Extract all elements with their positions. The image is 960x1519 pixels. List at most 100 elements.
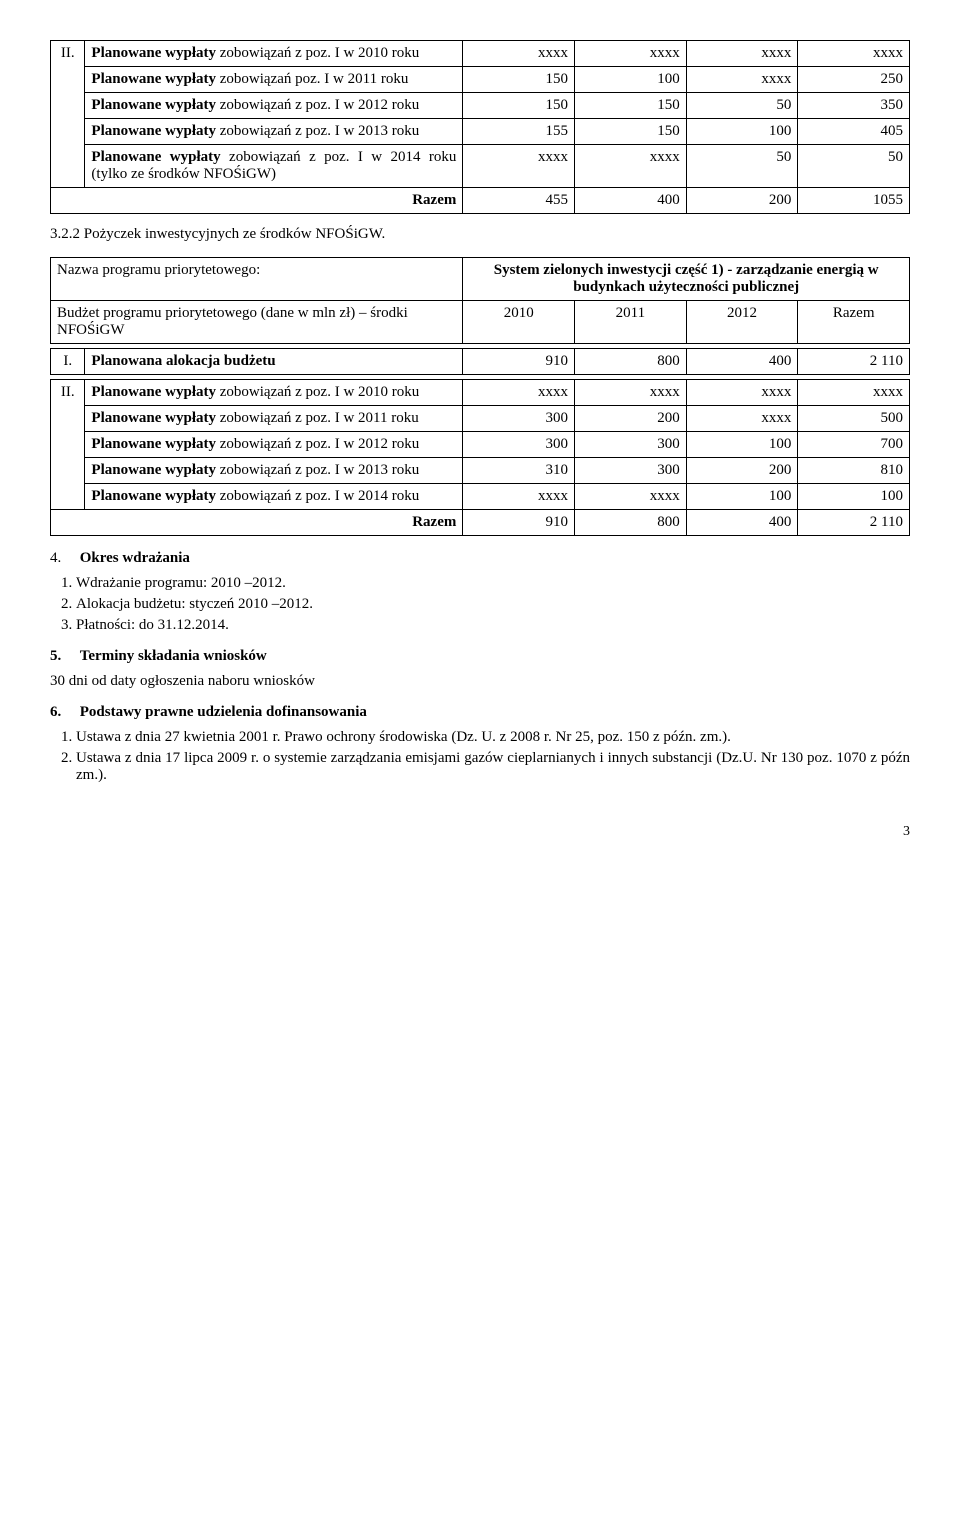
cell: 150 bbox=[575, 119, 687, 145]
cell: xxxx bbox=[686, 41, 798, 67]
cell: 50 bbox=[798, 145, 910, 188]
budget-label: Budżet programu priorytetowego (dane w m… bbox=[51, 301, 463, 344]
cell: 50 bbox=[686, 93, 798, 119]
cell: xxxx bbox=[575, 145, 687, 188]
cell: 910 bbox=[463, 510, 575, 536]
cell: 2 110 bbox=[798, 349, 910, 375]
cell: 910 bbox=[463, 349, 575, 375]
row-label: Planowane wypłaty zobowiązań z poz. I w … bbox=[85, 145, 463, 188]
cell: 150 bbox=[463, 67, 575, 93]
cell: 800 bbox=[575, 349, 687, 375]
table-row-total: Razem 455 400 200 1055 bbox=[51, 188, 910, 214]
cell: 155 bbox=[463, 119, 575, 145]
section-4-heading: 4. Okres wdrażania bbox=[50, 550, 910, 567]
row-label: Planowane wypłaty zobowiązań z poz. I w … bbox=[85, 380, 463, 406]
table-row: Planowane wypłaty zobowiązań z poz. I w … bbox=[51, 145, 910, 188]
row-label: Planowana alokacja budżetu bbox=[85, 349, 463, 375]
table-row: II. Planowane wypłaty zobowiązań z poz. … bbox=[51, 380, 910, 406]
col-header: 2010 bbox=[463, 301, 575, 344]
cell: 350 bbox=[798, 93, 910, 119]
list-item: Ustawa z dnia 17 lipca 2009 r. o systemi… bbox=[76, 750, 910, 784]
total-label: Razem bbox=[85, 510, 463, 536]
cell: xxxx bbox=[686, 67, 798, 93]
row-label: Planowane wypłaty zobowiązań z poz. I w … bbox=[85, 406, 463, 432]
table-row: Planowane wypłaty zobowiązań poz. I w 20… bbox=[51, 67, 910, 93]
cell: 700 bbox=[798, 432, 910, 458]
col-header: 2011 bbox=[575, 301, 687, 344]
cell: xxxx bbox=[575, 41, 687, 67]
program-name-value: System zielonych inwestycji część 1) - z… bbox=[463, 258, 910, 301]
section-6-heading: 6. Podstawy prawne udzielenia dofinansow… bbox=[50, 704, 910, 721]
total-label: Razem bbox=[85, 188, 463, 214]
row-label: Planowane wypłaty zobowiązań z poz. I w … bbox=[85, 432, 463, 458]
table-row: Planowane wypłaty zobowiązań z poz. I w … bbox=[51, 406, 910, 432]
col-header: Razem bbox=[798, 301, 910, 344]
section-label: II. bbox=[51, 41, 85, 188]
cell: xxxx bbox=[575, 484, 687, 510]
table-row: I. Planowana alokacja budżetu 910 800 40… bbox=[51, 349, 910, 375]
table-row: Planowane wypłaty zobowiązań z poz. I w … bbox=[51, 119, 910, 145]
cell: 2 110 bbox=[798, 510, 910, 536]
cell: 250 bbox=[798, 67, 910, 93]
cell: 810 bbox=[798, 458, 910, 484]
row-label: Planowane wypłaty zobowiązań z poz. I w … bbox=[85, 41, 463, 67]
cell: 400 bbox=[575, 188, 687, 214]
cell: 100 bbox=[575, 67, 687, 93]
table-row: Planowane wypłaty zobowiązań z poz. I w … bbox=[51, 458, 910, 484]
row-label: Planowane wypłaty zobowiązań z poz. I w … bbox=[85, 93, 463, 119]
list-item: Wdrażanie programu: 2010 –2012. bbox=[76, 575, 910, 592]
cell: 455 bbox=[463, 188, 575, 214]
cell: 310 bbox=[463, 458, 575, 484]
table-row: Planowane wypłaty zobowiązań z poz. I w … bbox=[51, 432, 910, 458]
cell: 200 bbox=[575, 406, 687, 432]
cell: 50 bbox=[686, 145, 798, 188]
section-label: I. bbox=[51, 349, 85, 375]
cell: 150 bbox=[575, 93, 687, 119]
col-header: 2012 bbox=[686, 301, 798, 344]
section-label: II. bbox=[51, 380, 85, 510]
section-6-list: Ustawa z dnia 27 kwietnia 2001 r. Prawo … bbox=[50, 729, 910, 784]
cell: xxxx bbox=[686, 406, 798, 432]
cell: xxxx bbox=[463, 380, 575, 406]
table-row: II. Planowane wypłaty zobowiązań z poz. … bbox=[51, 41, 910, 67]
row-label: Planowane wypłaty zobowiązań poz. I w 20… bbox=[85, 67, 463, 93]
cell: 150 bbox=[463, 93, 575, 119]
cell: 500 bbox=[798, 406, 910, 432]
row-label: Planowane wypłaty zobowiązań z poz. I w … bbox=[85, 119, 463, 145]
cell: 405 bbox=[798, 119, 910, 145]
section-4-list: Wdrażanie programu: 2010 –2012. Alokacja… bbox=[50, 575, 910, 634]
table-row: Planowane wypłaty zobowiązań z poz. I w … bbox=[51, 484, 910, 510]
section-5-heading: 5. Terminy składania wniosków bbox=[50, 648, 910, 665]
row-label: Planowane wypłaty zobowiązań z poz. I w … bbox=[85, 458, 463, 484]
cell: xxxx bbox=[575, 380, 687, 406]
table-payments-1: II. Planowane wypłaty zobowiązań z poz. … bbox=[50, 40, 910, 214]
cell: 1055 bbox=[798, 188, 910, 214]
cell: xxxx bbox=[686, 380, 798, 406]
cell: xxxx bbox=[463, 145, 575, 188]
cell: 100 bbox=[686, 119, 798, 145]
cell: xxxx bbox=[798, 380, 910, 406]
cell: xxxx bbox=[463, 41, 575, 67]
cell: 300 bbox=[575, 432, 687, 458]
table-row: Planowane wypłaty zobowiązań z poz. I w … bbox=[51, 93, 910, 119]
table-row: Budżet programu priorytetowego (dane w m… bbox=[51, 301, 910, 344]
subheading-322: 3.2.2 Pożyczek inwestycyjnych ze środków… bbox=[50, 226, 910, 243]
cell: 300 bbox=[463, 406, 575, 432]
list-item: Alokacja budżetu: styczeń 2010 –2012. bbox=[76, 596, 910, 613]
section-5-body: 30 dni od daty ogłoszenia naboru wnioskó… bbox=[50, 673, 910, 690]
table-program-header: Nazwa programu priorytetowego: System zi… bbox=[50, 257, 910, 536]
list-item: Ustawa z dnia 27 kwietnia 2001 r. Prawo … bbox=[76, 729, 910, 746]
page-number: 3 bbox=[50, 824, 910, 840]
table-row-total: Razem 910 800 400 2 110 bbox=[51, 510, 910, 536]
cell: 100 bbox=[686, 432, 798, 458]
list-item: Płatności: do 31.12.2014. bbox=[76, 617, 910, 634]
cell: xxxx bbox=[463, 484, 575, 510]
cell: 400 bbox=[686, 510, 798, 536]
cell: xxxx bbox=[798, 41, 910, 67]
row-label: Planowane wypłaty zobowiązań z poz. I w … bbox=[85, 484, 463, 510]
program-name-label: Nazwa programu priorytetowego: bbox=[51, 258, 463, 301]
cell: 200 bbox=[686, 188, 798, 214]
cell: 100 bbox=[798, 484, 910, 510]
cell: 300 bbox=[463, 432, 575, 458]
cell: 100 bbox=[686, 484, 798, 510]
